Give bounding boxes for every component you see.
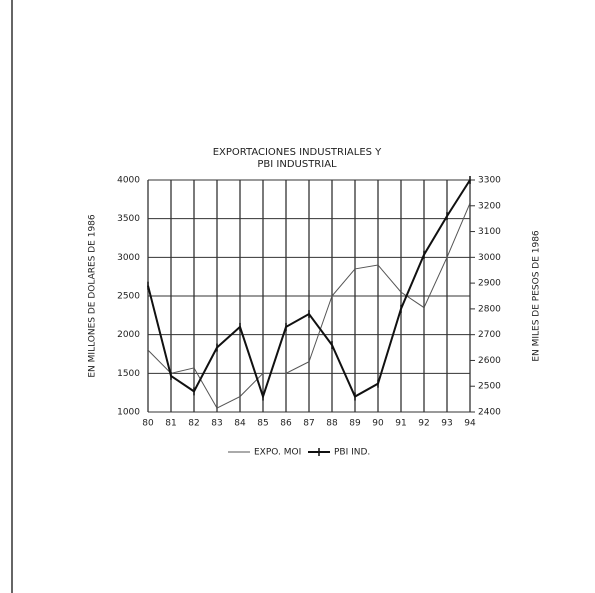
point [216, 407, 218, 409]
y2-tick-label: 2800 [478, 304, 501, 314]
y-tick-label: 3500 [117, 214, 140, 224]
x-tick-label: 88 [326, 419, 338, 429]
y2-tick-label: 3100 [478, 227, 501, 237]
y2-tick-label: 2900 [478, 279, 501, 289]
x-tick-label: 93 [441, 419, 452, 429]
point [377, 264, 379, 266]
x-tick-label: 87 [303, 419, 314, 429]
point [446, 256, 448, 259]
y2-tick-label: 2700 [478, 330, 501, 340]
y-tick-label: 4000 [117, 176, 140, 186]
x-tick-label: 85 [257, 419, 268, 429]
y2-tick-label: 2400 [478, 408, 501, 418]
x-tick-label: 86 [280, 419, 292, 429]
point [331, 295, 333, 297]
x-tick-label: 81 [165, 419, 176, 429]
point [423, 306, 425, 309]
point [308, 360, 310, 363]
legend-label: PBI IND. [334, 448, 370, 458]
y-tick-label: 3000 [117, 253, 140, 263]
y2-axis-label: EN MILES DE PESOS DE 1986 [532, 230, 542, 362]
y-tick-label: 1500 [117, 369, 140, 379]
y-tick-label: 2000 [117, 330, 140, 340]
y-tick-label: 2500 [117, 292, 140, 302]
x-tick-label: 91 [395, 419, 406, 429]
y2-tick-label: 2500 [478, 382, 501, 392]
x-tick-label: 82 [188, 419, 199, 429]
x-tick-label: 90 [372, 419, 384, 429]
x-tick-label: 84 [234, 419, 246, 429]
chart-title: EXPORTACIONES INDUSTRIALES Y [213, 147, 382, 158]
point [285, 372, 287, 375]
x-tick-label: 94 [464, 419, 476, 429]
y2-tick-label: 3300 [478, 176, 501, 186]
y-tick-label: 1000 [117, 408, 140, 418]
point [239, 395, 241, 398]
point [354, 268, 356, 270]
x-tick-label: 80 [142, 419, 154, 429]
chart-subtitle: PBI INDUSTRIAL [257, 159, 337, 170]
point [193, 367, 195, 369]
point [262, 372, 264, 375]
y2-tick-label: 2600 [478, 356, 501, 366]
legend-label: EXPO. MOI [254, 448, 301, 458]
point [147, 349, 149, 351]
point [469, 202, 471, 204]
x-tick-label: 89 [349, 419, 361, 429]
x-tick-label: 92 [418, 419, 429, 429]
y-axis-label: EN MILLONES DE DOLARES DE 1986 [88, 214, 98, 378]
y2-tick-label: 3200 [478, 201, 501, 211]
y2-tick-label: 3000 [478, 253, 501, 263]
x-tick-label: 83 [211, 419, 222, 429]
point [400, 291, 402, 293]
